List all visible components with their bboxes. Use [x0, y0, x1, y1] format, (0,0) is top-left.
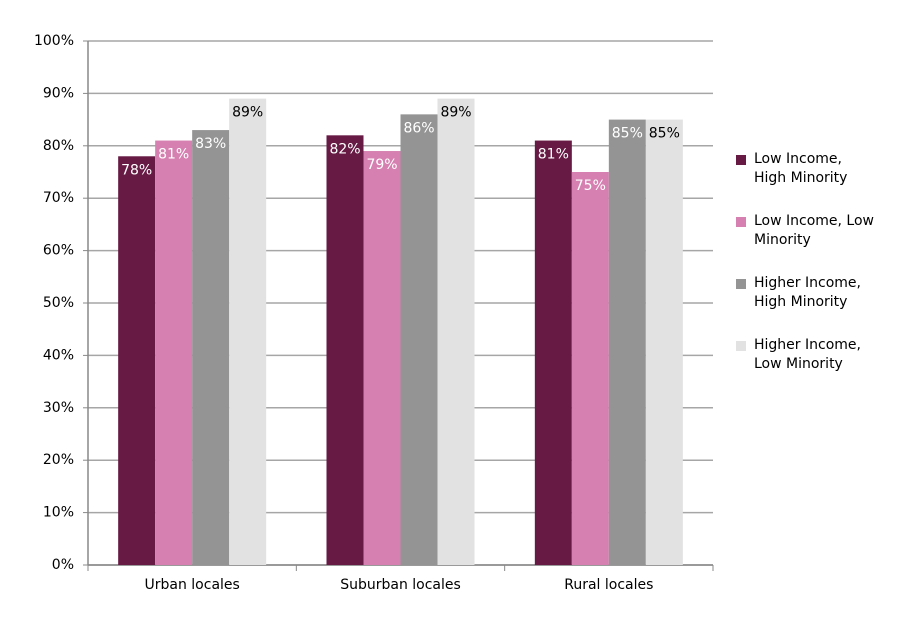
data-label: 75% — [575, 178, 606, 194]
y-tick-label: 40% — [43, 347, 74, 363]
legend-item: Low Income, Low Minority — [736, 212, 886, 250]
bar — [155, 140, 193, 565]
x-tick-label: Suburban locales — [340, 577, 461, 593]
data-label: 89% — [232, 105, 263, 121]
legend-label: Higher Income, High Minority — [754, 275, 861, 310]
data-label: 79% — [366, 157, 397, 173]
legend-swatch — [736, 155, 746, 165]
bar — [326, 135, 364, 565]
y-tick-label: 20% — [43, 452, 74, 468]
legend-item: Low Income, High Minority — [736, 150, 886, 188]
bar — [192, 130, 230, 565]
bar — [437, 98, 475, 565]
data-label: 83% — [195, 136, 226, 152]
legend-label: Low Income, Low Minority — [754, 213, 875, 248]
data-label: 81% — [538, 147, 569, 163]
x-tick-label: Rural locales — [564, 577, 653, 593]
y-tick-label: 60% — [43, 243, 74, 259]
legend-swatch — [736, 341, 746, 351]
data-label: 81% — [158, 147, 189, 163]
legend-swatch — [736, 279, 746, 289]
y-tick-label: 0% — [52, 557, 74, 573]
legend-item: Higher Income, High Minority — [736, 274, 886, 312]
x-tick-label: Urban locales — [145, 577, 240, 593]
bar — [608, 119, 646, 565]
legend-swatch — [736, 217, 746, 227]
data-label: 86% — [403, 120, 434, 136]
y-tick-label: 30% — [43, 400, 74, 416]
data-label: 85% — [612, 126, 643, 142]
bar — [400, 114, 438, 566]
y-tick-label: 70% — [43, 190, 74, 206]
bar — [118, 156, 156, 565]
y-tick-label: 80% — [43, 138, 74, 154]
legend-label: Low Income, High Minority — [754, 151, 848, 186]
data-label: 78% — [121, 162, 152, 178]
y-tick-label: 50% — [43, 295, 74, 311]
legend-label: Higher Income, Low Minority — [754, 337, 861, 372]
y-tick-label: 90% — [43, 85, 74, 101]
legend-item: Higher Income, Low Minority — [736, 336, 886, 374]
data-label: 89% — [440, 105, 471, 121]
bar — [229, 98, 267, 565]
data-label: 82% — [329, 141, 360, 157]
y-tick-label: 100% — [34, 33, 74, 49]
bar — [645, 119, 683, 565]
y-tick-label: 10% — [43, 505, 74, 521]
bar — [571, 172, 609, 565]
legend: Low Income, High Minority Low Income, Low… — [736, 150, 886, 398]
bar — [534, 140, 572, 565]
data-label: 85% — [649, 126, 680, 142]
bar — [363, 151, 401, 566]
